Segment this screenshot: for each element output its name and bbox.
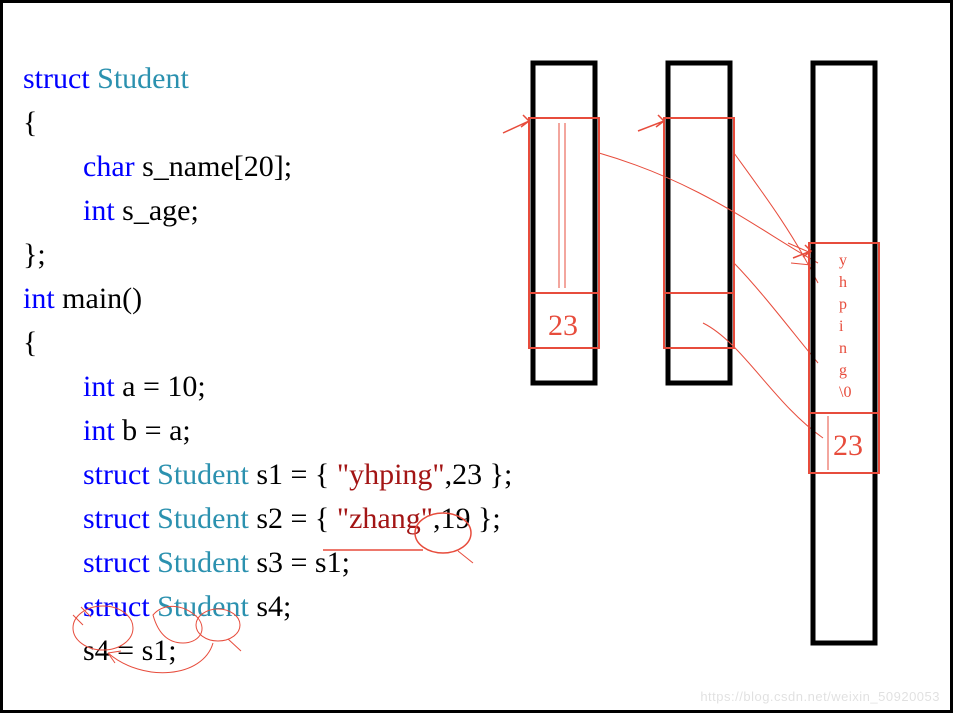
mem-col1-sage xyxy=(529,293,599,348)
mem-col3-sname xyxy=(809,243,879,413)
kw-struct: struct xyxy=(23,62,90,95)
scribble-col1 xyxy=(559,123,565,288)
code-block: struct Student { char s_name[20]; int s_… xyxy=(23,13,512,717)
arrow-col2-in xyxy=(638,115,664,131)
decl-s4: s4; xyxy=(256,590,291,623)
typ-student: Student xyxy=(97,62,189,95)
mem-col2 xyxy=(668,63,730,383)
arrow-col3-rays xyxy=(788,243,811,265)
copy-line-age xyxy=(703,323,823,438)
mem-col3 xyxy=(813,63,875,643)
parens: () xyxy=(122,282,142,315)
arrow-col3-in xyxy=(793,245,811,258)
decl-sname: s_name[20]; xyxy=(142,150,292,183)
str-zhang: "zhang" xyxy=(337,502,433,535)
str-yhping: "yhping" xyxy=(337,458,445,491)
decl-sage: s_age; xyxy=(122,194,199,227)
kw-int: int xyxy=(83,194,115,227)
mem-col2-sname xyxy=(664,118,734,293)
decl-b: b = a; xyxy=(122,414,191,447)
brace-open2: { xyxy=(23,326,37,359)
mem-col2-sage xyxy=(664,293,734,348)
typ-student4: Student xyxy=(157,546,249,579)
kw-struct5: struct xyxy=(83,590,150,623)
byte-4: n xyxy=(839,340,847,357)
kw-struct3: struct xyxy=(83,502,150,535)
typ-student3: Student xyxy=(157,502,249,535)
copy-line-name3 xyxy=(734,263,818,363)
decl-a: a = 10; xyxy=(122,370,206,403)
kw-int2: int xyxy=(23,282,55,315)
assign-s4: s4 = s1; xyxy=(83,634,177,667)
byte-2: p xyxy=(839,296,847,313)
kw-int3: int xyxy=(83,370,115,403)
byte-6: \0 xyxy=(839,384,851,401)
mem-col3-val: 23 xyxy=(833,429,863,462)
byte-1: h xyxy=(839,274,847,291)
mem-col1-val: 23 xyxy=(548,309,578,342)
mem-col3-sage xyxy=(809,413,879,473)
watermark: https://blog.csdn.net/weixin_50920053 xyxy=(700,689,940,704)
copy-line-name2 xyxy=(734,153,818,283)
figure-frame: struct Student { char s_name[20]; int s_… xyxy=(0,0,953,713)
fn-main: main xyxy=(62,282,122,315)
mem-col1-sname xyxy=(529,118,599,293)
mem-col1 xyxy=(533,63,595,383)
decl-s1a: s1 = { xyxy=(256,458,337,491)
kw-struct4: struct xyxy=(83,546,150,579)
decl-s2b: ,19 }; xyxy=(433,502,501,535)
kw-char: char xyxy=(83,150,135,183)
copy-line-name1 xyxy=(599,153,818,263)
decl-s2a: s2 = { xyxy=(256,502,337,535)
brace-open: { xyxy=(23,106,37,139)
brace-close: }; xyxy=(23,238,46,271)
byte-0: y xyxy=(839,252,847,269)
byte-3: i xyxy=(839,318,844,335)
typ-student2: Student xyxy=(157,458,249,491)
kw-struct2: struct xyxy=(83,458,150,491)
byte-5: g xyxy=(839,362,847,379)
kw-int4: int xyxy=(83,414,115,447)
typ-student5: Student xyxy=(157,590,249,623)
decl-s1b: ,23 }; xyxy=(445,458,513,491)
decl-s3: s3 = s1; xyxy=(256,546,350,579)
